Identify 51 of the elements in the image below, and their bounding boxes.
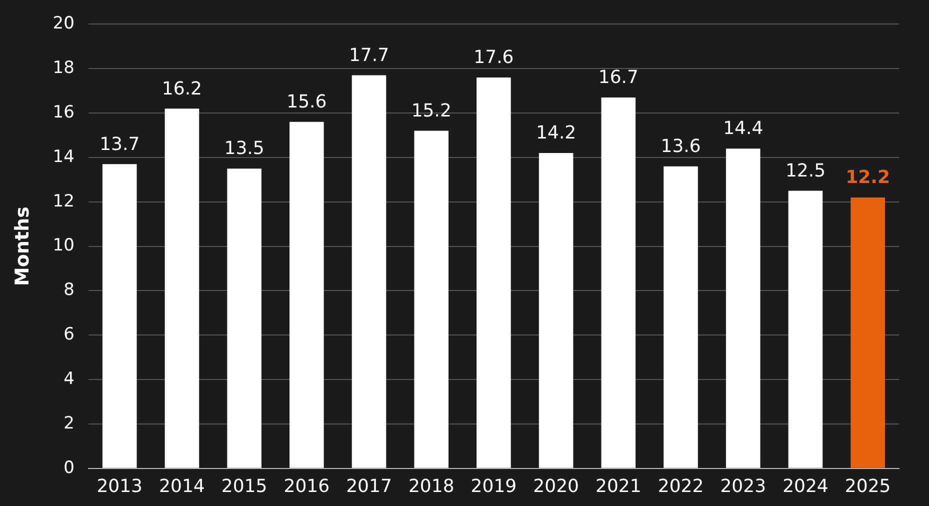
bar xyxy=(352,75,386,468)
y-tick-label: 16 xyxy=(52,102,74,122)
x-tick-label: 2013 xyxy=(96,476,143,497)
data-label: 14.4 xyxy=(723,118,764,140)
bar xyxy=(788,190,823,468)
y-axis-title: Months xyxy=(11,206,34,286)
y-tick-label: 20 xyxy=(52,14,74,34)
data-label: 14.2 xyxy=(536,122,576,144)
bar xyxy=(414,130,449,468)
y-tick-label: 14 xyxy=(52,146,74,167)
x-tick-label: 2018 xyxy=(408,476,454,497)
y-tick-label: 8 xyxy=(64,280,74,300)
data-label: 13.5 xyxy=(224,138,264,160)
y-tick-label: 0 xyxy=(64,458,74,478)
x-tick-label: 2014 xyxy=(159,476,205,497)
data-label: 17.7 xyxy=(348,44,390,66)
bar xyxy=(227,168,262,468)
x-tick-label: 2017 xyxy=(346,476,392,497)
x-tick-label: 2025 xyxy=(844,476,891,497)
y-tick-label: 12 xyxy=(52,191,74,212)
data-label: 16.7 xyxy=(598,67,638,88)
bar xyxy=(290,122,324,468)
bar xyxy=(664,166,698,468)
y-tick-label: 10 xyxy=(52,236,74,256)
x-tick-label: 2024 xyxy=(782,476,828,497)
data-label: 12.2 xyxy=(846,167,890,188)
data-label: 13.6 xyxy=(660,136,701,158)
data-label: 12.5 xyxy=(785,160,826,182)
x-tick-label: 2021 xyxy=(596,476,642,497)
bar xyxy=(538,153,574,468)
x-tick-label: 2020 xyxy=(533,476,579,497)
x-tick-label: 2019 xyxy=(470,476,517,497)
y-tick-label: 18 xyxy=(52,58,74,78)
x-tick-label: 2015 xyxy=(221,476,268,497)
bar xyxy=(726,148,760,468)
x-tick-label: 2022 xyxy=(658,476,704,497)
y-tick-label: 4 xyxy=(64,368,74,389)
data-label: 15.6 xyxy=(286,92,327,113)
data-label: 17.6 xyxy=(474,47,514,68)
x-tick-label: 2016 xyxy=(284,476,330,497)
x-tick-label: 2023 xyxy=(720,476,766,497)
y-tick-label: 6 xyxy=(64,324,74,345)
data-label: 13.7 xyxy=(100,134,140,155)
y-tick-label: 2 xyxy=(64,413,74,434)
data-label: 16.2 xyxy=(162,78,202,100)
bar xyxy=(164,108,200,468)
bar xyxy=(601,97,636,468)
bar xyxy=(476,78,511,468)
data-label: 15.2 xyxy=(411,100,452,122)
bar xyxy=(102,164,137,468)
bar xyxy=(850,197,885,468)
